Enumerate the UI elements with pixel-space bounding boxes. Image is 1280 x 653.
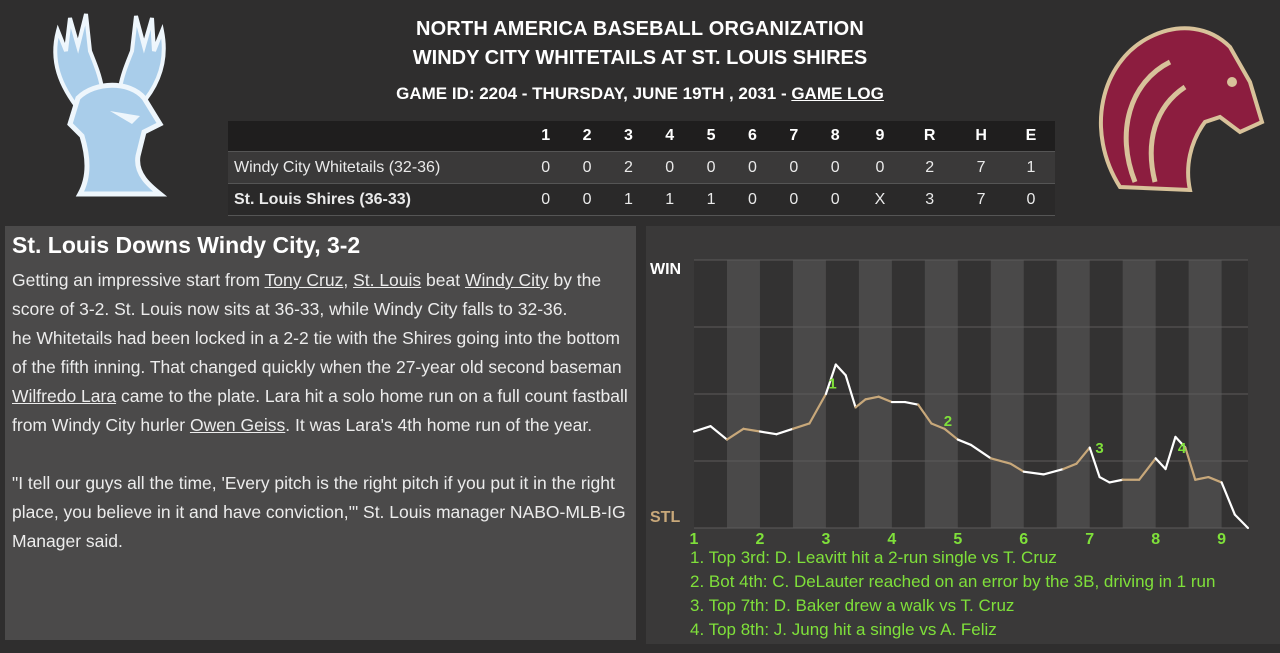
- win-prob-segment: [1088, 446, 1101, 479]
- win-prob-segment: [969, 443, 992, 460]
- win-prob-segment: [877, 395, 893, 404]
- win-prob-segment: [989, 457, 1012, 465]
- inning-label: 2: [755, 531, 764, 548]
- event-marker: 2: [944, 413, 952, 430]
- win-prob-segment: [854, 398, 867, 409]
- event-note-3: 3. Top 7th: D. Baker drew a walk vs T. C…: [690, 596, 1015, 615]
- win-prob-segment: [824, 363, 837, 396]
- inning-label: 3: [821, 531, 830, 548]
- win-prob-segment: [930, 422, 946, 430]
- deer-logo: [53, 13, 168, 197]
- event-marker: 4: [1178, 440, 1187, 457]
- player-link-owen-geiss[interactable]: Owen Geiss: [189, 415, 286, 435]
- box-score-row-home: St. Louis Shires (36-33) 0 0 1 1 1 0 0 0…: [228, 183, 1055, 216]
- box-score: 1 2 3 4 5 6 7 8 9 R H E Windy City White…: [228, 121, 1055, 216]
- story-body: Getting an impressive start from Tony Cr…: [12, 266, 636, 556]
- player-link-wilfredo-lara[interactable]: Wilfredo Lara: [12, 386, 117, 406]
- win-prob-segment: [692, 425, 712, 433]
- win-prob-segment: [1075, 446, 1091, 465]
- inning-label: 9: [1217, 531, 1226, 548]
- event-note-1: 1. Top 3rd: D. Leavitt hit a 2-run singl…: [690, 548, 1057, 567]
- win-prob-segment: [1174, 435, 1187, 449]
- win-prob-segment: [709, 425, 729, 441]
- win-prob-segment: [844, 374, 857, 409]
- story-paragraph: Getting an impressive start from Tony Cr…: [12, 270, 602, 319]
- win-prob-segment: [725, 427, 745, 441]
- inning-label: 4: [887, 531, 896, 548]
- event-note-4: 4. Top 8th: J. Jung hit a single vs A. F…: [690, 620, 997, 639]
- axis-label-stl: STL: [650, 509, 680, 526]
- inning-label: 6: [1019, 531, 1028, 548]
- win-prob-segment: [1233, 513, 1250, 530]
- win-prob-segment: [903, 400, 920, 406]
- team-link-st-louis[interactable]: St. Louis: [353, 270, 422, 290]
- win-prob-segment: [1098, 475, 1111, 484]
- win-prob-segment: [834, 363, 847, 377]
- event-note-2: 2. Bot 4th: C. DeLauter reached on an er…: [690, 572, 1216, 591]
- player-link-tony-cruz[interactable]: Tony Cruz: [264, 270, 344, 290]
- win-prob-segment: [1138, 457, 1157, 481]
- win-prob-segment: [791, 422, 811, 430]
- axis-label-win: WIN: [650, 261, 681, 278]
- win-prob-segment: [808, 392, 828, 425]
- win-prob-segment: [1108, 478, 1124, 484]
- game-info: GAME ID: 2204 - THURSDAY, JUNE 19TH , 20…: [396, 84, 884, 103]
- horse-logo: [1098, 26, 1265, 192]
- win-prob-segment: [864, 395, 880, 401]
- win-prob-segment: [1207, 475, 1223, 484]
- event-marker: 3: [1095, 440, 1103, 457]
- game-log-link[interactable]: GAME LOG: [791, 84, 884, 103]
- inning-label: 1: [690, 531, 699, 548]
- organization-title: NORTH AMERICA BASEBALL ORGANIZATION: [415, 18, 865, 40]
- story-paragraph: he Whitetails had been locked in a 2-2 t…: [12, 328, 628, 435]
- win-prob-segment: [956, 438, 973, 447]
- win-prob-segment: [742, 427, 762, 433]
- inning-label: 7: [1085, 531, 1094, 548]
- inning-label: 8: [1151, 531, 1160, 548]
- win-prob-segment: [917, 403, 933, 425]
- win-prob-segment: [1194, 475, 1210, 481]
- matchup-title: WINDY CITY WHITETAILS AT ST. LOUIS SHIRE…: [412, 47, 868, 69]
- win-prob-segment: [1220, 481, 1236, 516]
- win-prob-segment: [1062, 462, 1078, 471]
- inning-label: 5: [953, 531, 962, 548]
- story-headline: St. Louis Downs Windy City, 3-2: [12, 232, 361, 258]
- story-paragraph: "I tell our guys all the time, 'Every pi…: [12, 473, 626, 551]
- win-prob-segment: [1022, 470, 1045, 476]
- game-story: St. Louis Downs Windy City, 3-2 Getting …: [5, 226, 636, 640]
- win-prob-segment: [1164, 435, 1177, 471]
- win-prob-segment: [1042, 467, 1065, 476]
- box-score-header: 1 2 3 4 5 6 7 8 9 R H E: [228, 121, 1055, 152]
- team-link-windy-city[interactable]: Windy City: [464, 270, 549, 290]
- win-prob-segment: [775, 427, 795, 436]
- win-prob-segment: [1154, 457, 1167, 471]
- win-probability-plot: WIN STL 1 2 3 4 5 6 7 8 9 1 2 3 4: [650, 259, 1250, 548]
- event-marker: 1: [828, 376, 836, 393]
- win-prob-segment: [1009, 462, 1025, 473]
- box-score-row-away: Windy City Whitetails (32-36) 0 0 2 0 0 …: [228, 151, 1055, 184]
- win-prob-segment: [1184, 446, 1197, 481]
- win-probability-chart: WIN STL 1 2 3 4 5 6 7 8 9 1 2 3 4 1. Top 3rd: D. Le…: [646, 226, 1280, 644]
- win-prob-segment: [758, 430, 778, 436]
- win-prob-segment: [943, 427, 959, 441]
